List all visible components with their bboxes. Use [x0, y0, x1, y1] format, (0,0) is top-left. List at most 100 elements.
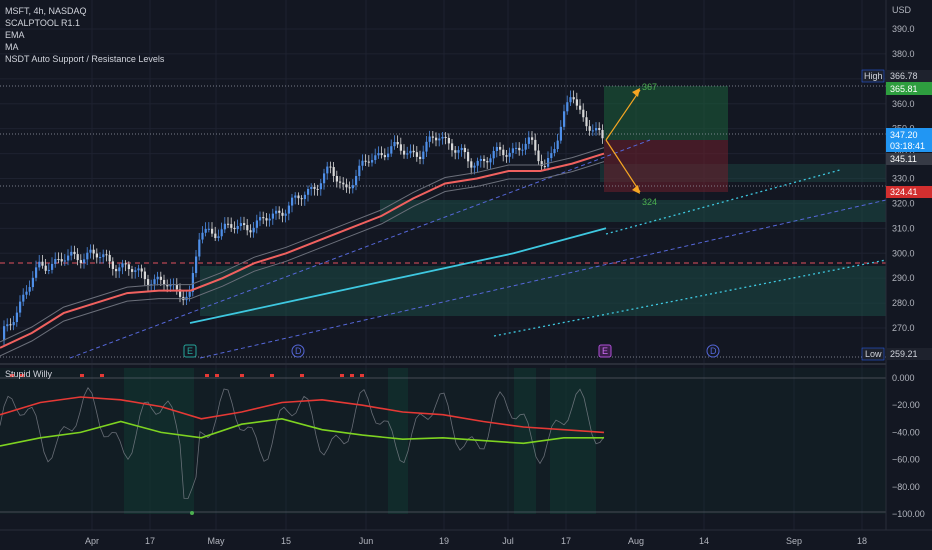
candle-body: [281, 212, 284, 216]
osc-signal-dot: [20, 374, 24, 377]
candle-body: [252, 227, 255, 233]
candle-body: [201, 232, 204, 240]
osc-signal-line: [0, 396, 605, 434]
y-tick-label: 360.0: [892, 99, 915, 109]
candle-body: [467, 152, 470, 162]
indicator-scalptool[interactable]: SCALPTOOL R1.1: [5, 18, 81, 28]
candle-body: [406, 153, 409, 155]
indicator-nsdt[interactable]: NSDT Auto Support / Resistance Levels: [5, 54, 165, 64]
candle-body: [489, 158, 492, 163]
earnings-marker[interactable]: E: [183, 344, 197, 358]
candle-body: [137, 268, 140, 271]
candle-body: [451, 143, 454, 151]
candle-body: [57, 259, 60, 261]
candle-body: [595, 128, 598, 131]
candle-body: [540, 161, 543, 167]
candle-body: [265, 218, 268, 221]
candle-body: [223, 223, 226, 230]
oscillator-title[interactable]: Stupid Willy: [5, 369, 53, 379]
earnings-marker[interactable]: E: [598, 344, 612, 358]
candle-body: [294, 195, 297, 198]
trendline-cyan-1: [605, 169, 841, 235]
candle-body: [559, 126, 562, 141]
candle-body: [550, 153, 553, 159]
candle-body: [444, 136, 447, 138]
candle-body: [326, 166, 329, 174]
svg-text:345.11: 345.11: [890, 154, 917, 164]
symbol-title[interactable]: MSFT, 4h, NASDAQ: [5, 6, 87, 16]
time-axis[interactable]: [0, 530, 932, 550]
low-tag: Low 259.21: [861, 347, 932, 361]
stop-price-tag: 324.41: [886, 186, 932, 198]
candle-body: [415, 152, 418, 157]
time-axis-ticks: Apr 17 May 15 Jun 19 Jul 17 Aug 14 Sep 18: [85, 536, 867, 546]
y-tick-label: 390.0: [892, 24, 915, 34]
candle-body: [246, 225, 249, 231]
osc-tick-label: 0.000: [892, 373, 915, 383]
candle-body: [361, 160, 364, 166]
candle-body: [259, 217, 262, 221]
candle-body: [598, 128, 601, 130]
candle-body: [335, 175, 338, 182]
svg-text:259.21: 259.21: [890, 349, 918, 359]
dividend-marker[interactable]: D: [706, 344, 720, 358]
candle-body: [582, 109, 585, 118]
x-tick-label: 14: [699, 536, 709, 546]
svg-text:365.81: 365.81: [890, 84, 918, 94]
y-tick-label: 280.0: [892, 298, 915, 308]
candle-body: [553, 149, 556, 154]
price-candles: [3, 90, 604, 346]
ema-band-upper: [0, 147, 605, 343]
candle-body: [175, 284, 178, 290]
candle-body: [51, 263, 54, 270]
candle-body: [438, 138, 441, 141]
candle-body: [396, 142, 399, 145]
candle-body: [483, 158, 486, 162]
candle-body: [303, 194, 306, 200]
candle-body: [371, 160, 374, 163]
candle-body: [284, 213, 287, 216]
candle-body: [207, 228, 210, 230]
candle-body: [99, 257, 102, 259]
candle-body: [134, 270, 137, 272]
candle-body: [419, 156, 422, 160]
candle-body: [531, 137, 534, 140]
candle-body: [230, 224, 233, 228]
candle-body: [505, 155, 508, 157]
dividend-marker[interactable]: D: [291, 344, 305, 358]
candle-body: [316, 188, 319, 190]
candle-body: [268, 218, 271, 221]
candle-body: [492, 150, 495, 159]
candle-body: [214, 233, 217, 238]
candle-body: [313, 186, 316, 189]
candle-body: [521, 149, 524, 151]
y-tick-label: 320.0: [892, 198, 915, 208]
event-markers[interactable]: E D E D: [183, 344, 720, 358]
osc-signal-dot: [10, 374, 14, 377]
svg-text:366.78: 366.78: [890, 71, 918, 81]
projection-arrows: 367 324: [605, 82, 657, 207]
indicator-ma[interactable]: MA: [5, 42, 19, 52]
indicator-ema[interactable]: EMA: [5, 30, 25, 40]
candle-body: [460, 147, 463, 151]
svg-text:324.41: 324.41: [890, 187, 918, 197]
candle-body: [473, 165, 476, 168]
candle-body: [131, 269, 134, 272]
candle-body: [566, 102, 569, 112]
candle-body: [102, 254, 105, 258]
candle-body: [319, 183, 322, 190]
candle-body: [217, 236, 220, 238]
candle-body: [275, 210, 278, 214]
osc-tick-label: −40.00: [892, 427, 920, 437]
candle-body: [278, 210, 281, 213]
candle-body: [297, 195, 300, 199]
candle-body: [198, 239, 201, 257]
candle-body: [380, 153, 383, 156]
y-tick-label: 270.0: [892, 323, 915, 333]
target-zone: [604, 86, 728, 140]
candle-body: [249, 230, 252, 233]
candle-body: [227, 223, 230, 225]
y-tick-label: 310.0: [892, 223, 915, 233]
candle-body: [502, 149, 505, 156]
